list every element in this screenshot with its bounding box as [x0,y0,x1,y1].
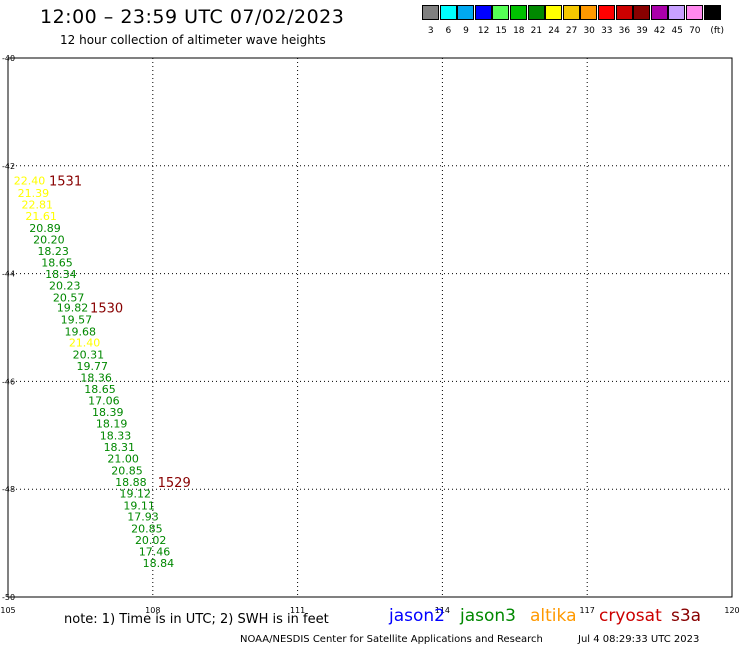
generated-timestamp: Jul 4 08:29:33 UTC 2023 [578,634,700,645]
wave-height-value: 20.02 [135,534,167,547]
color-scale-label: 27 [565,26,578,36]
color-scale-label: 18 [513,26,525,36]
satellite-label-jason3: jason3 [460,606,516,626]
wave-height-value: 18.65 [84,383,116,396]
color-scale-label: 9 [463,26,469,36]
color-scale-label: 12 [477,26,490,36]
color-swatch [598,5,615,20]
color-scale-label: 21 [530,26,543,36]
wave-height-value: 19.82 [57,302,88,315]
wave-height-value: 18.33 [100,429,132,442]
wave-height-value: 19.57 [61,313,93,326]
wave-height-value: 18.19 [96,417,128,430]
color-scale-label: 36 [618,26,631,36]
satellite-label-s3a: s3a [671,606,702,626]
color-swatch [510,5,527,20]
credit-text: NOAA/NESDIS Center for Satellite Applica… [240,634,543,645]
x-tick-label: 108 [145,606,160,615]
color-scale-label: 6 [445,26,452,36]
wave-height-value: 22.81 [22,199,54,212]
y-tick-label: -46 [2,377,15,386]
color-swatch [686,5,703,20]
color-scale-label: 30 [583,26,595,36]
y-tick-label: -48 [2,485,15,494]
plot-frame [7,57,733,598]
y-tick-label: -40 [2,54,15,63]
satellite-label-cryosat: cryosat [599,606,662,626]
color-swatch [633,5,651,20]
color-scale-label: 24 [548,26,560,36]
wave-height-value: 21.40 [69,337,101,350]
y-tick-label: -42 [2,162,15,171]
x-tick-label: 111 [290,606,305,615]
color-swatch [703,5,721,20]
color-swatch [668,5,686,20]
y-tick-label: -50 [2,593,15,602]
y-tick-label: -44 [2,270,15,279]
page-subtitle: 12 hour collection of altimeter wave hei… [60,33,326,47]
satellite-label-altika: altika [530,606,577,626]
time-label: 1531 [49,174,82,189]
x-tick-label: 114 [435,606,450,615]
color-scale-label: 42 [653,26,666,36]
color-swatch [474,5,492,20]
color-swatch [562,5,580,20]
wave-height-value: 20.57 [53,291,85,304]
color-scale-label: 70 [689,26,701,36]
wave-height-value: 19.12 [119,488,151,501]
color-swatch [422,5,439,20]
x-tick-label: 120 [724,606,739,615]
footer-note: note: 1) Time is in UTC; 2) SWH is in fe… [64,612,329,627]
wave-height-value: 20.20 [33,234,64,247]
color-swatch [545,5,563,20]
wave-height-value: 18.31 [104,441,135,454]
satellite-label-jason2: jason2 [389,606,445,626]
color-swatch [580,5,598,20]
wave-height-value: 20.23 [49,279,81,292]
wave-height-value: 17.06 [88,394,120,407]
wave-height-value: 19.68 [64,325,96,338]
color-swatch [457,5,475,20]
time-label: 1530 [90,302,123,317]
wave-height-value: 20.89 [29,222,61,235]
wave-height-value: 21.00 [107,452,139,465]
color-scale-label: 39 [636,26,648,36]
wave-height-value: 20.31 [73,348,105,361]
time-label: 1529 [158,476,191,491]
wave-height-value: 18.84 [143,557,175,570]
color-scale-label: 15 [495,26,507,36]
color-swatch [615,5,633,20]
wave-height-value: 17.46 [139,546,171,559]
color-swatch [527,5,545,20]
wave-height-value: 17.93 [127,511,158,524]
wave-height-value: 18.34 [45,268,76,281]
x-tick-label: 105 [0,606,15,615]
color-swatch [492,5,510,20]
wave-height-value: 20.85 [131,523,163,536]
color-scale-label: 33 [601,26,613,36]
color-scale-unit: (ft) [710,26,724,36]
wave-height-value: 19.11 [123,499,155,512]
wave-height-value: 19.77 [77,360,109,373]
wave-height-value: 20.85 [111,464,143,477]
color-swatch [650,5,668,20]
wave-height-value: 18.23 [37,245,69,258]
wave-height-value: 21.61 [25,210,57,223]
wave-height-value: 18.36 [80,372,112,385]
color-scale-label: 3 [427,26,434,36]
color-scale-label: 45 [671,26,683,36]
page-title: 12:00 – 23:59 UTC 07/02/2023 [40,6,345,28]
color-swatch [439,5,457,20]
x-tick-label: 117 [580,606,595,615]
wave-height-value: 18.39 [92,406,124,419]
wave-height-value: 22.40 [14,174,46,187]
wave-height-value: 21.39 [18,187,50,200]
wave-height-value: 18.65 [41,256,73,269]
wave-height-value: 18.88 [115,476,147,489]
